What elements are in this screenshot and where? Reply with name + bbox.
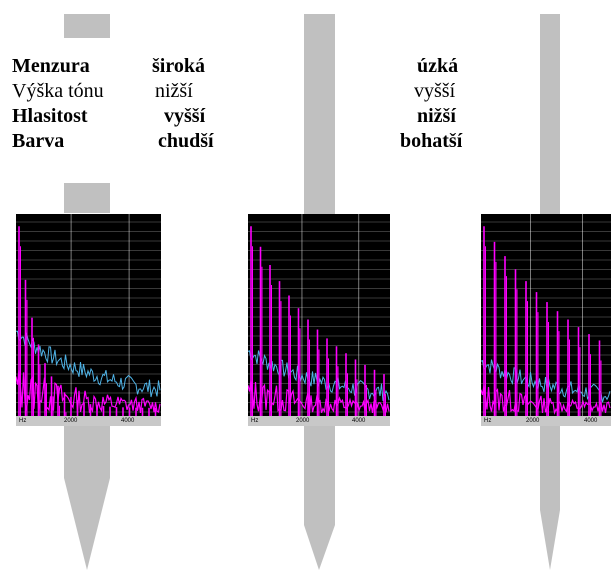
harmonic-floor xyxy=(248,380,390,414)
spectrum-plot xyxy=(248,214,390,416)
harmonic-floor xyxy=(16,370,161,414)
row-label-barva: Barva xyxy=(12,130,65,152)
axis-unit: Hz xyxy=(19,418,27,424)
spectrum-medium-pipe: Hz 2000 4000 xyxy=(248,214,390,426)
row-narrow-barva: bohatší xyxy=(400,130,463,152)
axis-tick-2000: 2000 xyxy=(296,418,310,424)
spectrum-axis: Hz 2000 4000 xyxy=(481,416,611,426)
axis-tick-2000: 2000 xyxy=(526,418,540,424)
row-label-vyska: Výška tónu xyxy=(12,80,104,102)
spectrum-plot xyxy=(16,214,161,416)
row-wide-hlasitost: vyšší xyxy=(164,105,206,127)
axis-unit: Hz xyxy=(251,418,259,424)
narrow-pipe xyxy=(540,14,560,570)
axis-tick-4000: 4000 xyxy=(121,418,135,424)
spectrum-plot xyxy=(481,214,611,416)
spectrum-narrow-pipe: Hz 2000 4000 xyxy=(481,214,611,426)
row-wide-menzura: široká xyxy=(152,55,205,77)
spectrum-axis: Hz 2000 4000 xyxy=(16,416,161,426)
medium-pipe xyxy=(304,14,335,570)
row-narrow-hlasitost: nižší xyxy=(417,105,456,127)
harmonic-floor xyxy=(481,385,611,415)
row-label-hlasitost: Hlasitost xyxy=(12,105,88,127)
row-label-menzura: Menzura xyxy=(12,55,90,77)
wide-pipe xyxy=(64,14,110,570)
row-wide-barva: chudší xyxy=(158,130,214,152)
row-narrow-menzura: úzká xyxy=(417,55,459,77)
axis-tick-2000: 2000 xyxy=(64,418,78,424)
axis-tick-4000: 4000 xyxy=(352,418,366,424)
row-narrow-vyska: vyšší xyxy=(414,80,456,102)
spectrum-axis: Hz 2000 4000 xyxy=(248,416,390,426)
axis-unit: Hz xyxy=(484,418,492,424)
row-wide-vyska: nižší xyxy=(155,80,193,102)
noise-trace xyxy=(16,330,161,398)
spectrum-wide-pipe: Hz 2000 4000 xyxy=(16,214,161,426)
axis-tick-4000: 4000 xyxy=(584,418,598,424)
